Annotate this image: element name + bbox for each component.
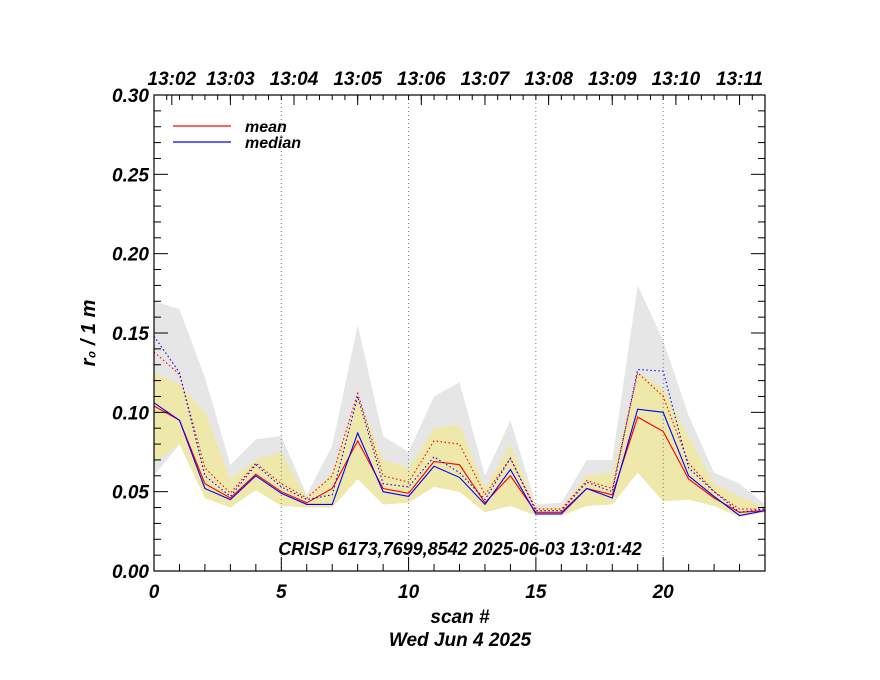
yellow-band xyxy=(154,372,765,518)
y-tick-label: 0.15 xyxy=(112,324,149,345)
y-tick-label: 0.30 xyxy=(112,86,149,107)
top-tick-label: 13:09 xyxy=(588,69,637,90)
y-axis-label: r₀ / 1 m xyxy=(78,300,100,367)
top-tick-label: 13:03 xyxy=(206,69,255,90)
bands-layer xyxy=(154,285,765,518)
y-tick-label: 0.10 xyxy=(112,403,149,424)
top-tick-label: 13:06 xyxy=(397,69,446,90)
annotation-text: CRISP 6173,7699,8542 2025-06-03 13:01:42 xyxy=(278,539,642,559)
gray-band xyxy=(154,285,765,518)
top-tick-label: 13:10 xyxy=(652,69,701,90)
top-tick-label: 13:08 xyxy=(524,69,573,90)
x-tick-label: 0 xyxy=(149,582,160,603)
top-tick-label: 13:11 xyxy=(716,69,763,90)
x-tick-label: 15 xyxy=(525,582,547,603)
y-tick-label: 0.25 xyxy=(112,165,149,186)
legend-label-median: median xyxy=(245,135,301,152)
legend-label-mean: mean xyxy=(245,119,287,136)
x-axis-label: scan # xyxy=(430,607,490,628)
y-axis-label-text: r₀ / 1 m xyxy=(78,300,100,367)
y-tick-label: 0.00 xyxy=(112,562,149,583)
x-tick-label: 10 xyxy=(398,582,420,603)
top-tick-label: 13:02 xyxy=(148,69,197,90)
y-tick-label: 0.20 xyxy=(112,245,149,266)
top-tick-label: 13:07 xyxy=(461,69,511,90)
top-tick-label: 13:04 xyxy=(270,69,319,90)
series-line-mean-dotted xyxy=(153,351,765,510)
x-tick-label: 5 xyxy=(276,582,287,603)
series-line-median-dotted xyxy=(153,335,766,513)
ticks-layer: 0 5 10 15 200.000.050.100.150.200.250.3013:0… xyxy=(112,69,766,603)
date-label: Wed Jun 4 2025 xyxy=(389,630,532,651)
series-line-mean xyxy=(153,405,766,513)
series-line-median xyxy=(153,402,766,517)
top-tick-label: 13:05 xyxy=(333,69,382,90)
x-tick-label: 20 xyxy=(652,582,675,603)
series-layer xyxy=(153,335,766,517)
y-tick-label: 0.05 xyxy=(112,483,149,504)
